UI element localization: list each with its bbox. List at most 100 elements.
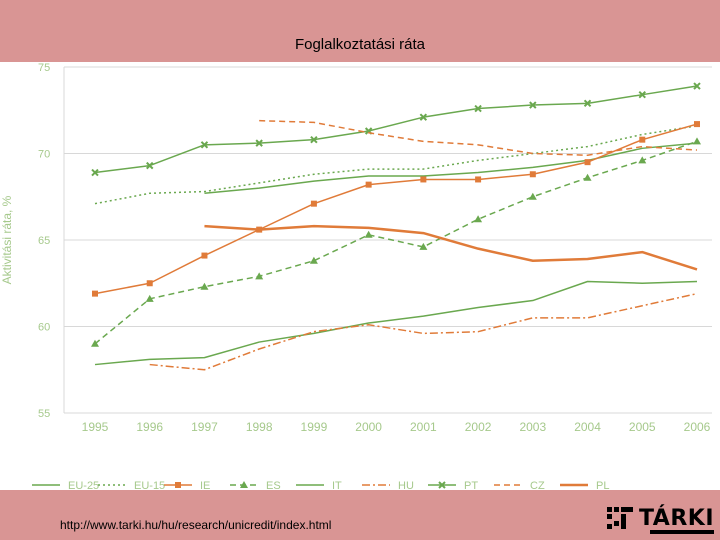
chart-area: 55 60 65 70 75 Aktivitási ráta, % 1995 1996 1997… [0,62,720,492]
header-band: Foglalkoztatási ráta [0,0,720,62]
data-point-pt [91,168,99,177]
x-tick-label: 1995 [82,420,109,434]
data-point-pt [529,101,537,109]
legend-label: IT [332,480,342,490]
series-ie [92,121,700,297]
data-point-ie [584,159,591,166]
series-line-hu [149,292,698,371]
legend-marker [240,481,248,488]
legend-item-es: ES [230,480,281,492]
employment-rate-chart: 55 60 65 70 75 Aktivitási ráta, % 1995 1996 1997… [0,62,712,492]
series-line-es [94,140,698,345]
y-tick-label: 70 [38,149,50,161]
legend-label: CZ [530,480,545,490]
x-tick-label: 1997 [191,420,218,434]
series-it [94,280,698,366]
x-tick-label: 2002 [465,420,492,434]
data-point-pt [693,82,701,90]
x-tick-label: 1998 [246,420,273,434]
data-point-pt [583,99,592,108]
data-point-ie [694,121,700,128]
y-tick-label: 65 [38,235,50,247]
data-point-es [309,256,318,264]
data-point-ie [146,280,153,287]
series-line-eu-15 [94,125,698,205]
logo-text: TÁRKI [639,505,714,531]
data-point-es [419,242,428,250]
y-axis-title: Aktivitási ráta, % [0,195,14,284]
legend-label: EU-15 [134,480,165,490]
legend-label: ES [266,480,281,490]
data-point-ie [92,290,98,297]
legend-label: IE [200,480,210,490]
series-eu-25 [204,142,698,195]
tarki-logo: TÁRKI [607,502,714,534]
legend-label: HU [398,480,414,490]
series-line-it [94,280,698,366]
data-point-ie [365,181,372,188]
legend-item-cz: CZ [494,480,545,492]
logo-underline [650,530,714,534]
legend-label: EU-25 [68,480,99,490]
data-point-pt [638,90,646,99]
legend-item-pl: PL [560,480,609,492]
data-point-pt [474,104,482,113]
legend-label: PL [596,480,609,490]
data-point-pt [419,113,428,121]
x-tick-label: 1999 [301,420,328,434]
data-point-pt [200,141,209,149]
legend-item-it: IT [296,480,342,492]
legend-item-eu-25: EU-25 [32,480,99,492]
legend: EU-25 EU-15 IE ES IT HU PT CZ PL [32,480,609,492]
data-point-es [255,272,264,280]
data-point-es [583,173,592,181]
series-cz [259,119,698,156]
series-line-pl [204,224,698,271]
legend-item-pt: PT [428,480,478,492]
x-tick-label: 1996 [136,420,163,434]
data-point-ie [639,136,646,143]
legend-marker [438,481,446,489]
data-point-pt [146,161,154,170]
data-point-es [91,339,99,347]
data-point-ie [475,176,482,183]
legend-item-ie: IE [164,480,210,492]
series-line-cz [259,119,698,156]
x-tick-label: 2003 [519,420,546,434]
data-point-ie [310,200,317,207]
series-line-eu-25 [204,142,698,195]
footer-band: http://www.tarki.hu/hu/research/unicredi… [0,490,720,540]
source-url[interactable]: http://www.tarki.hu/hu/research/unicredi… [60,518,332,532]
data-point-es [638,156,647,164]
legend-item-hu: HU [362,480,414,492]
data-point-es [364,230,373,238]
x-tick-label: 2000 [355,420,382,434]
series-line-ie [94,123,698,295]
series-eu-15 [94,125,698,205]
data-point-ie [529,171,536,178]
y-tick-label: 75 [38,62,50,74]
y-tick-label: 60 [38,322,50,334]
x-tick-label: 2004 [574,420,601,434]
series-hu [149,292,698,371]
legend-marker [175,482,181,488]
slide-title: Foglalkoztatási ráta [294,36,426,53]
x-tick-label: 2005 [629,420,656,434]
legend-label: PT [464,480,478,490]
data-point-es [145,294,154,302]
data-point-pt [255,139,263,147]
data-point-es [474,215,483,223]
data-point-ie [420,176,427,183]
data-point-es [528,192,537,200]
y-tick-label: 55 [38,408,50,420]
data-point-pt [310,135,318,144]
legend-item-eu-15: EU-15 [98,480,165,492]
series-pl [204,224,698,271]
series-es [91,137,701,347]
tarki-logo-mark-icon [607,507,633,529]
data-point-es [200,282,209,290]
data-point-ie [201,252,208,259]
x-tick-label: 2001 [410,420,437,434]
data-point-es [693,137,701,145]
x-tick-label: 2006 [684,420,711,434]
